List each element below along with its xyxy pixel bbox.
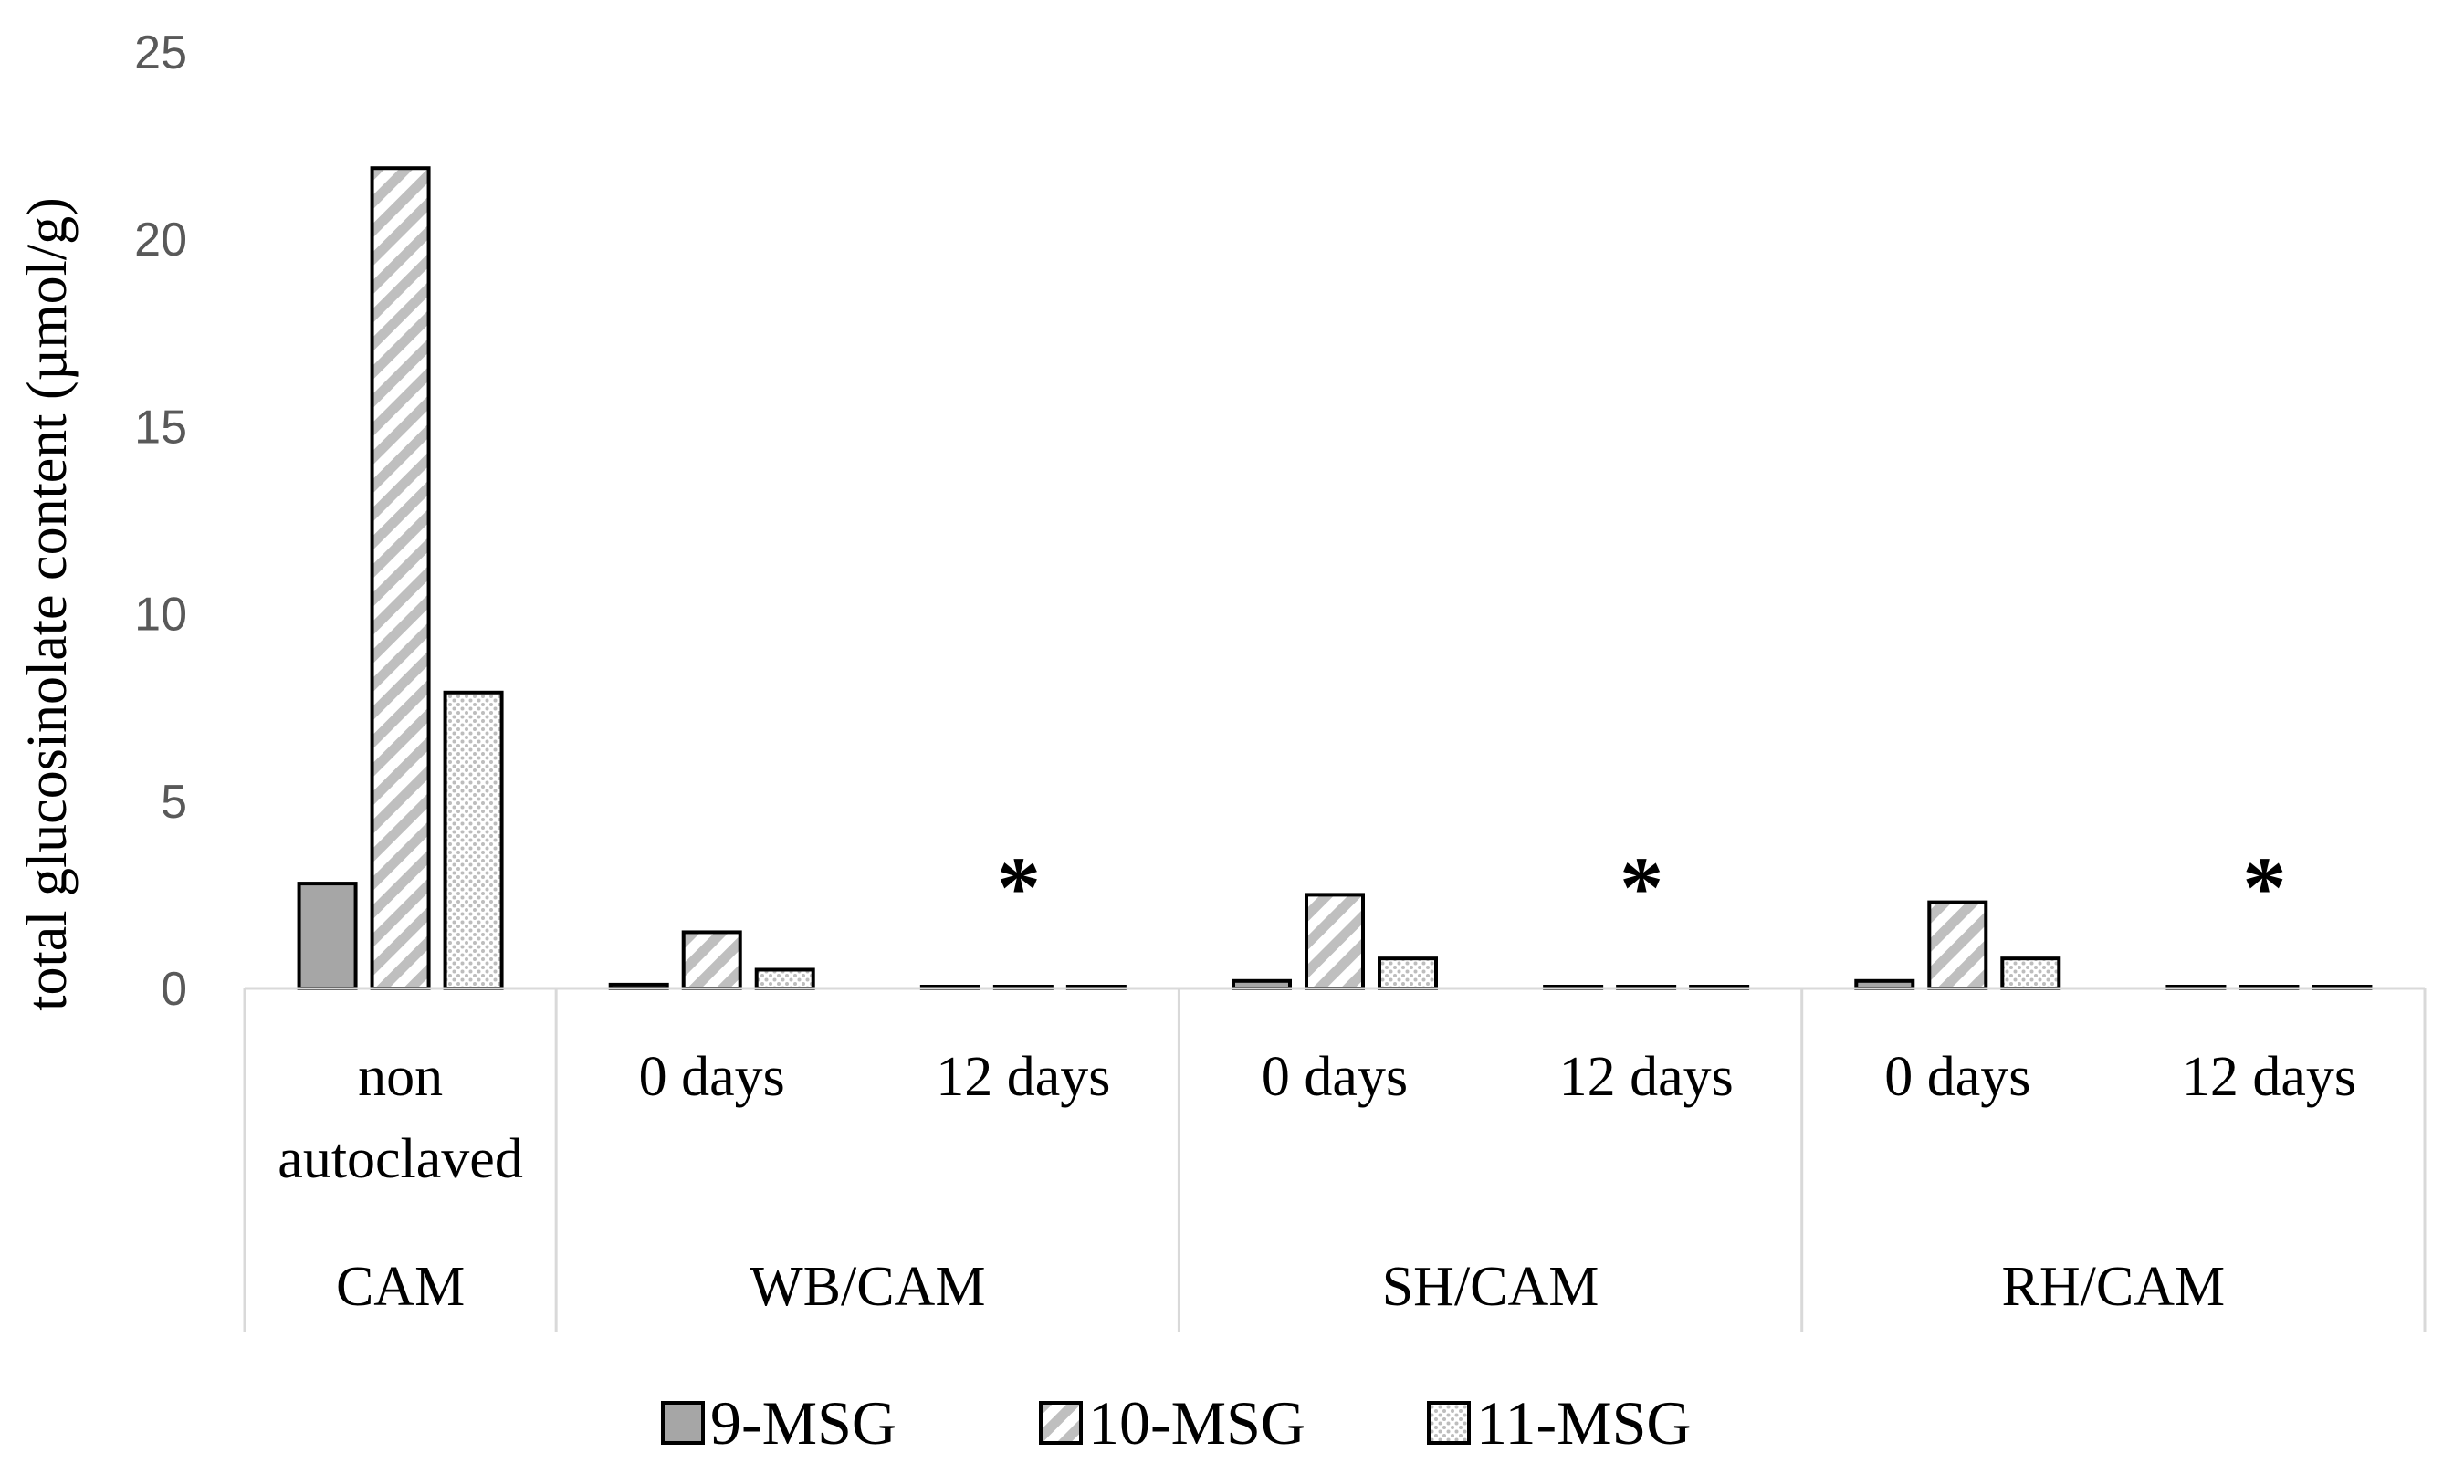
group-label: RH/CAM (2002, 1256, 2226, 1318)
y-tick-label: 20 (134, 214, 187, 266)
legend-swatch (1427, 1401, 1471, 1445)
x-tick-label: 12 days (2182, 1046, 2356, 1108)
annotation-label: * (2242, 839, 2286, 936)
legend-swatch (661, 1401, 705, 1445)
bar (681, 930, 742, 991)
y-tick-label: 10 (134, 589, 187, 642)
x-tick-label: 12 days (1559, 1046, 1734, 1108)
x-tick-label: 0 days (639, 1046, 785, 1108)
legend-swatch (1039, 1401, 1083, 1445)
bar (2000, 956, 2061, 990)
legend-label: 9-MSG (710, 1388, 896, 1458)
y-tick-label: 5 (161, 776, 187, 829)
legend: 9-MSG 10-MSG 11-MSG (661, 1388, 1692, 1458)
annotation-label: * (1620, 839, 1663, 936)
bar (370, 166, 431, 990)
group-label: SH/CAM (1382, 1256, 1599, 1318)
y-tick-label: 0 (161, 963, 187, 1016)
x-tick-label: 0 days (1262, 1046, 1408, 1108)
annotation-label: * (997, 839, 1041, 936)
group-label: WB/CAM (750, 1256, 985, 1318)
x-tick-label: non autoclaved (278, 1046, 523, 1190)
bar (1305, 893, 1365, 991)
x-tick-label: 0 days (1884, 1046, 2030, 1108)
legend-label: 11-MSG (1476, 1388, 1692, 1458)
group-label: CAM (336, 1256, 465, 1318)
bar (1378, 956, 1438, 990)
y-tick-label: 25 (134, 26, 187, 79)
x-tick-label: 12 days (936, 1046, 1110, 1108)
bar (297, 882, 358, 991)
y-tick-label: 15 (134, 401, 187, 454)
y-axis-title: total glucosinolate content (µmol/g) (16, 197, 79, 1010)
legend-label: 10-MSG (1088, 1388, 1305, 1458)
bar (443, 690, 504, 990)
bar (754, 967, 815, 990)
bar (1927, 900, 1988, 990)
